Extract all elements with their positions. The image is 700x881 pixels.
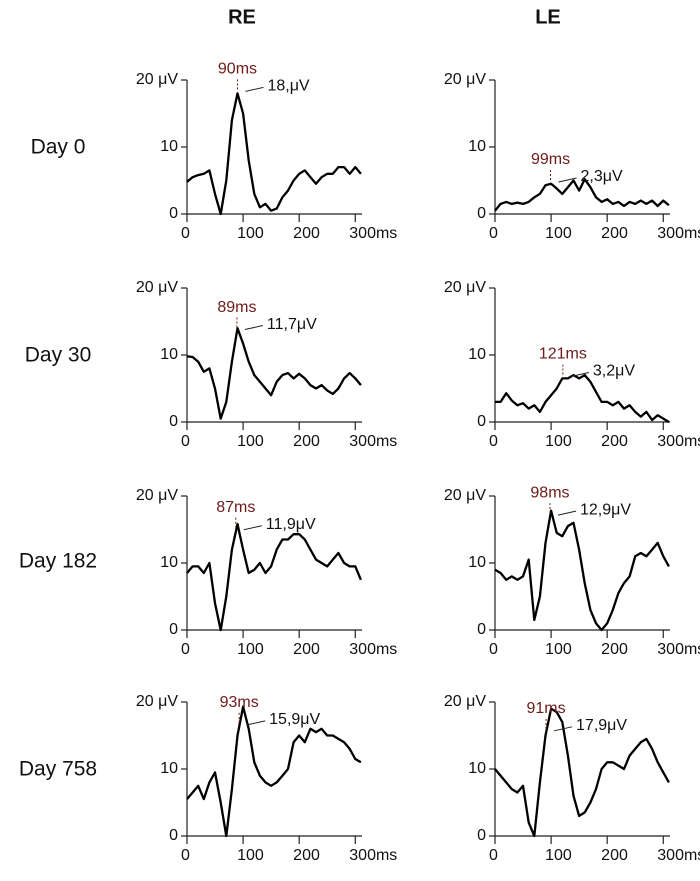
y-tick-label: 0 xyxy=(169,205,178,222)
y-tick-label: 0 xyxy=(477,205,486,222)
peak-latency: 90ms xyxy=(218,61,257,78)
peak-latency: 99ms xyxy=(531,151,570,168)
x-tick-label: 0 xyxy=(181,641,190,658)
x-tick-label: 200 xyxy=(601,225,628,242)
peak-latency: 91ms xyxy=(526,700,565,717)
waveform xyxy=(494,178,670,212)
y-tick-label: 10 xyxy=(468,760,486,777)
peak-amplitude: 12,9μV xyxy=(580,501,631,518)
y-tick-label: 0 xyxy=(169,413,178,430)
waveform xyxy=(495,373,670,423)
x-tick-label: 100 xyxy=(545,641,572,658)
x-tick-label: 300ms xyxy=(349,847,397,864)
row-label: Day 0 xyxy=(31,136,86,159)
x-tick-label: 300ms xyxy=(657,433,700,450)
peak-amplitude: 15,9μV xyxy=(269,711,320,728)
y-tick-label: 0 xyxy=(169,621,178,638)
x-tick-label: 0 xyxy=(181,225,190,242)
amplitude-leader xyxy=(247,720,266,726)
peak-amplitude: 3,2μV xyxy=(593,363,635,380)
y-tick-label: 0 xyxy=(477,413,486,430)
peak-latency: 87ms xyxy=(216,499,255,516)
y-tick-label: 10 xyxy=(468,346,486,363)
y-tick-label: 20 μV xyxy=(444,71,486,88)
x-tick-label: 100 xyxy=(545,433,572,450)
waveform xyxy=(186,327,362,420)
x-tick-label: 300ms xyxy=(657,847,700,864)
x-tick-label: 0 xyxy=(489,433,498,450)
peak-amplitude: 17,9μV xyxy=(576,717,627,734)
x-tick-label: 300ms xyxy=(657,225,700,242)
waveform xyxy=(494,509,670,632)
x-tick-label: 0 xyxy=(181,847,190,864)
amplitude-leader xyxy=(245,86,264,92)
peak-latency: 93ms xyxy=(220,694,259,711)
x-tick-label: 200 xyxy=(601,641,628,658)
waveform xyxy=(186,522,362,632)
x-tick-label: 300ms xyxy=(349,225,397,242)
x-tick-label: 300ms xyxy=(657,641,700,658)
y-tick-label: 0 xyxy=(477,621,486,638)
y-tick-label: 20 μV xyxy=(444,487,486,504)
x-tick-label: 200 xyxy=(601,847,628,864)
y-tick-label: 20 μV xyxy=(136,487,178,504)
waveform xyxy=(494,707,670,838)
y-tick-label: 10 xyxy=(160,138,178,155)
x-tick-label: 0 xyxy=(181,433,190,450)
waveform xyxy=(186,92,362,216)
peak-latency: 89ms xyxy=(217,299,256,316)
x-tick-label: 300ms xyxy=(349,641,397,658)
y-tick-label: 10 xyxy=(468,554,486,571)
x-tick-label: 100 xyxy=(237,225,264,242)
peak-amplitude: 11,7μV xyxy=(267,316,317,333)
x-tick-label: 200 xyxy=(293,225,320,242)
x-tick-label: 100 xyxy=(237,641,264,658)
x-tick-label: 0 xyxy=(489,641,498,658)
peak-latency: 98ms xyxy=(530,484,569,501)
peak-amplitude: 11,9μV xyxy=(266,516,316,533)
y-tick-label: 10 xyxy=(160,554,178,571)
x-tick-label: 200 xyxy=(601,433,628,450)
x-tick-label: 200 xyxy=(293,847,320,864)
y-tick-label: 20 μV xyxy=(136,71,178,88)
peak-amplitude: 2,3μV xyxy=(581,168,623,185)
amplitude-leader xyxy=(243,525,262,531)
x-tick-label: 100 xyxy=(237,847,264,864)
x-tick-label: 100 xyxy=(545,225,572,242)
row-label: Day 758 xyxy=(19,758,97,781)
peak-amplitude: 18,μV xyxy=(267,78,309,95)
peak-latency: 121ms xyxy=(539,346,587,363)
x-tick-label: 200 xyxy=(293,641,320,658)
x-tick-label: 100 xyxy=(237,433,264,450)
amplitude-leader xyxy=(558,177,577,183)
amplitude-leader xyxy=(557,510,577,516)
x-tick-label: 0 xyxy=(489,225,498,242)
column-title: RE xyxy=(228,6,256,28)
amplitude-leader xyxy=(553,726,573,732)
amplitude-leader xyxy=(570,371,589,377)
waveform xyxy=(186,705,362,838)
y-tick-label: 10 xyxy=(160,760,178,777)
x-tick-label: 100 xyxy=(545,847,572,864)
x-tick-label: 200 xyxy=(293,433,320,450)
y-tick-label: 10 xyxy=(160,346,178,363)
y-tick-label: 10 xyxy=(468,138,486,155)
y-tick-label: 20 μV xyxy=(136,279,178,296)
y-tick-label: 20 μV xyxy=(136,693,178,710)
y-tick-label: 0 xyxy=(169,827,178,844)
column-title: LE xyxy=(535,6,561,28)
row-label: Day 30 xyxy=(25,344,92,367)
y-tick-label: 20 μV xyxy=(444,693,486,710)
y-tick-label: 0 xyxy=(477,827,486,844)
x-tick-label: 0 xyxy=(489,847,498,864)
amplitude-leader xyxy=(244,325,264,331)
row-label: Day 182 xyxy=(19,550,97,573)
y-tick-label: 20 μV xyxy=(444,279,486,296)
x-tick-label: 300ms xyxy=(349,433,397,450)
